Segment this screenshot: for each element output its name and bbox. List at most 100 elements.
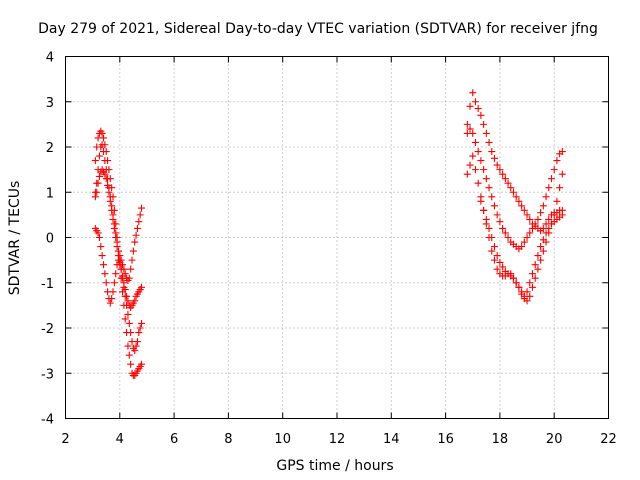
data-point: [526, 279, 534, 287]
data-point: [553, 197, 561, 205]
data-point: [100, 134, 108, 142]
data-points: [91, 89, 566, 380]
data-point: [539, 247, 547, 255]
data-point: [534, 265, 542, 273]
y-tick-labels: -4 -3 -2 -1 0 1 2 3 4: [41, 51, 54, 428]
data-point: [106, 197, 114, 205]
data-point: [534, 215, 542, 223]
data-point: [109, 288, 117, 296]
data-point: [95, 172, 103, 180]
data-point: [493, 161, 501, 169]
data-point: [496, 258, 504, 266]
data-point: [488, 247, 496, 255]
data-point: [113, 243, 121, 251]
chart-title: Day 279 of 2021, Sidereal Day-to-day VTE…: [38, 21, 598, 37]
data-point: [97, 243, 105, 251]
plot-frame: [65, 56, 609, 419]
data-point: [116, 252, 124, 260]
data-point: [515, 197, 523, 205]
data-point: [496, 218, 504, 226]
data-point: [547, 220, 555, 228]
y-tick-label: 4: [46, 51, 54, 66]
y-tick-label: -1: [41, 277, 54, 292]
y-tick-label: 3: [46, 96, 54, 111]
data-point: [528, 224, 536, 232]
data-point: [125, 274, 133, 282]
data-point: [109, 215, 117, 223]
data-point: [550, 166, 558, 174]
data-point: [471, 98, 479, 106]
data-point: [138, 283, 146, 291]
data-point: [501, 175, 509, 183]
data-point: [512, 193, 520, 201]
data-point: [550, 211, 558, 219]
data-point: [100, 148, 108, 156]
data-point: [123, 292, 131, 300]
y-tick-label: 2: [46, 141, 54, 156]
data-point: [124, 342, 132, 350]
data-point: [477, 157, 485, 165]
data-point: [108, 295, 116, 303]
data-point: [128, 256, 136, 264]
data-point: [542, 193, 550, 201]
data-point: [125, 351, 133, 359]
data-point: [490, 154, 498, 162]
x-tick-label: 20: [546, 432, 563, 447]
data-point: [493, 211, 501, 219]
data-point: [528, 270, 536, 278]
data-point: [485, 184, 493, 192]
data-point: [100, 261, 108, 269]
data-point: [520, 238, 528, 246]
y-tick-label: -3: [41, 367, 54, 382]
data-point: [91, 193, 99, 201]
data-point: [95, 152, 103, 160]
data-point: [104, 181, 112, 189]
data-point: [547, 175, 555, 183]
data-point: [105, 188, 113, 196]
x-tick-label: 14: [383, 432, 400, 447]
data-point: [501, 229, 509, 237]
data-point: [469, 129, 477, 137]
data-point: [542, 238, 550, 246]
data-point: [132, 231, 140, 239]
data-point: [482, 129, 490, 137]
data-point: [499, 170, 507, 178]
data-point: [127, 360, 135, 368]
data-point: [138, 204, 146, 212]
data-point: [526, 215, 534, 223]
y-tick-label: -2: [41, 322, 54, 337]
x-tick-label: 22: [600, 432, 617, 447]
x-axis-label: GPS time / hours: [276, 458, 393, 474]
data-point: [127, 329, 135, 337]
data-point: [121, 286, 129, 294]
data-point: [504, 234, 512, 241]
x-tick-label: 10: [274, 432, 291, 447]
data-point: [509, 188, 517, 196]
data-point: [507, 184, 515, 192]
data-point: [512, 279, 520, 287]
data-point: [488, 193, 496, 201]
data-point: [93, 188, 101, 196]
data-point: [106, 299, 114, 307]
data-point: [121, 270, 129, 278]
data-point: [474, 105, 482, 113]
data-point: [108, 206, 116, 214]
data-point: [471, 138, 479, 146]
data-point: [124, 297, 132, 305]
data-point: [94, 229, 102, 237]
y-tick-label: -4: [41, 413, 54, 428]
data-point: [117, 256, 125, 264]
data-point: [466, 161, 474, 169]
series-morning-track-D: [91, 204, 146, 307]
data-point: [531, 261, 539, 269]
data-point: [493, 252, 501, 260]
data-point: [471, 166, 479, 174]
y-tick-label: 0: [46, 232, 54, 247]
data-point: [94, 179, 102, 187]
data-point: [537, 243, 545, 251]
data-point: [537, 256, 545, 264]
data-point: [518, 290, 526, 298]
data-point: [98, 129, 106, 137]
data-point: [95, 234, 103, 241]
data-point: [534, 252, 542, 260]
